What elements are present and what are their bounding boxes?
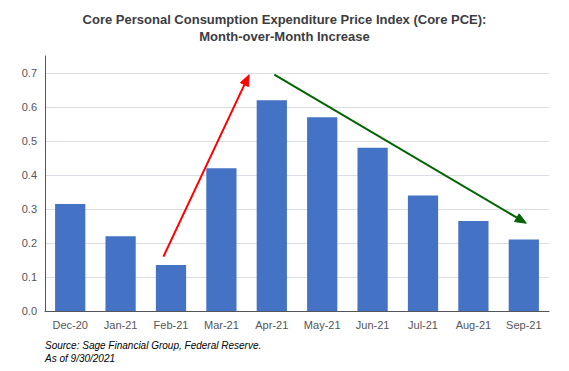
svg-text:Mar-21: Mar-21 — [204, 319, 239, 331]
svg-text:0.6: 0.6 — [22, 101, 37, 113]
svg-text:0.3: 0.3 — [22, 203, 37, 215]
svg-text:Aug-21: Aug-21 — [456, 319, 491, 331]
svg-text:0.0: 0.0 — [22, 305, 37, 317]
svg-text:As of 9/30/2021: As of 9/30/2021 — [44, 353, 115, 364]
svg-text:May-21: May-21 — [304, 319, 341, 331]
svg-text:0.2: 0.2 — [22, 237, 37, 249]
svg-text:Jun-21: Jun-21 — [356, 319, 390, 331]
svg-text:Core Personal Consumption Expe: Core Personal Consumption Expenditure Pr… — [83, 12, 487, 27]
svg-text:0.5: 0.5 — [22, 135, 37, 147]
svg-text:Source: Sage Financial Group,: Source: Sage Financial Group, Federal Re… — [45, 340, 261, 351]
svg-text:0.7: 0.7 — [22, 67, 37, 79]
svg-text:0.4: 0.4 — [22, 169, 37, 181]
svg-text:Jul-21: Jul-21 — [408, 319, 438, 331]
svg-text:Dec-20: Dec-20 — [52, 319, 87, 331]
svg-text:Sep-21: Sep-21 — [506, 319, 541, 331]
svg-text:0.1: 0.1 — [22, 271, 37, 283]
svg-text:Apr-21: Apr-21 — [255, 319, 288, 331]
svg-text:Month-over-Month Increase: Month-over-Month Increase — [199, 29, 369, 44]
svg-text:Jan-21: Jan-21 — [104, 319, 138, 331]
svg-text:Feb-21: Feb-21 — [154, 319, 189, 331]
